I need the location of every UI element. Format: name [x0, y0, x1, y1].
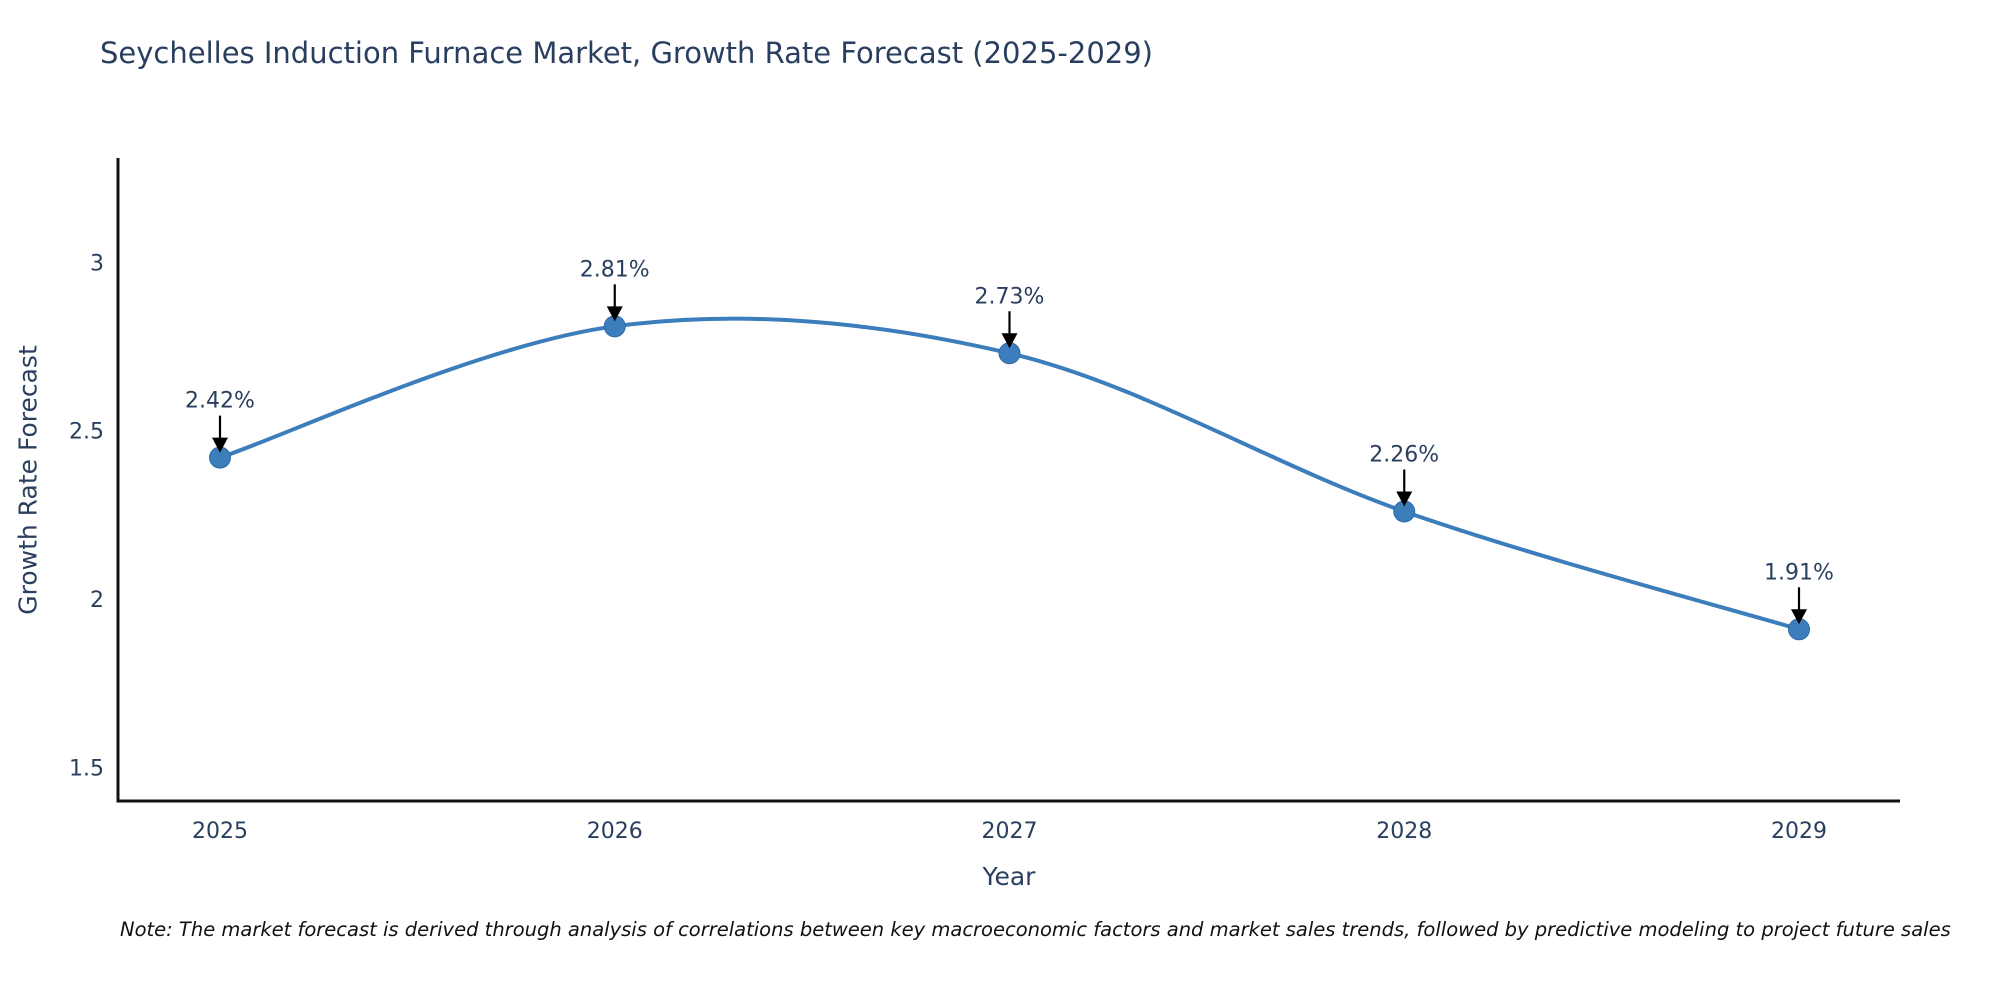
y-tick-label: 2 — [90, 588, 104, 613]
annotation-arrowhead — [1396, 491, 1413, 507]
point-label: 2.81% — [580, 257, 650, 282]
x-tick-label: 2025 — [192, 819, 248, 844]
annotation-arrowhead — [1001, 333, 1018, 349]
chart-title: Seychelles Induction Furnace Market, Gro… — [100, 36, 1153, 70]
y-tick-label: 2.5 — [69, 420, 104, 445]
point-label: 2.42% — [185, 389, 255, 414]
x-tick-label: 2028 — [1376, 819, 1432, 844]
x-tick-label: 2029 — [1771, 819, 1827, 844]
x-tick-label: 2027 — [982, 819, 1038, 844]
point-label: 2.73% — [975, 284, 1045, 309]
x-tick-label: 2026 — [587, 819, 643, 844]
footnote: Note: The market forecast is derived thr… — [120, 918, 1951, 941]
y-tick-label: 1.5 — [69, 756, 104, 781]
x-axis-title: Year — [982, 862, 1036, 891]
annotation-arrowhead — [1791, 609, 1807, 625]
y-tick-label: 3 — [90, 251, 104, 276]
annotation-arrowhead — [212, 437, 228, 453]
point-label: 1.91% — [1764, 560, 1834, 585]
point-label: 2.26% — [1369, 442, 1439, 467]
line-series — [218, 316, 1801, 632]
annotation-arrowhead — [606, 306, 623, 322]
